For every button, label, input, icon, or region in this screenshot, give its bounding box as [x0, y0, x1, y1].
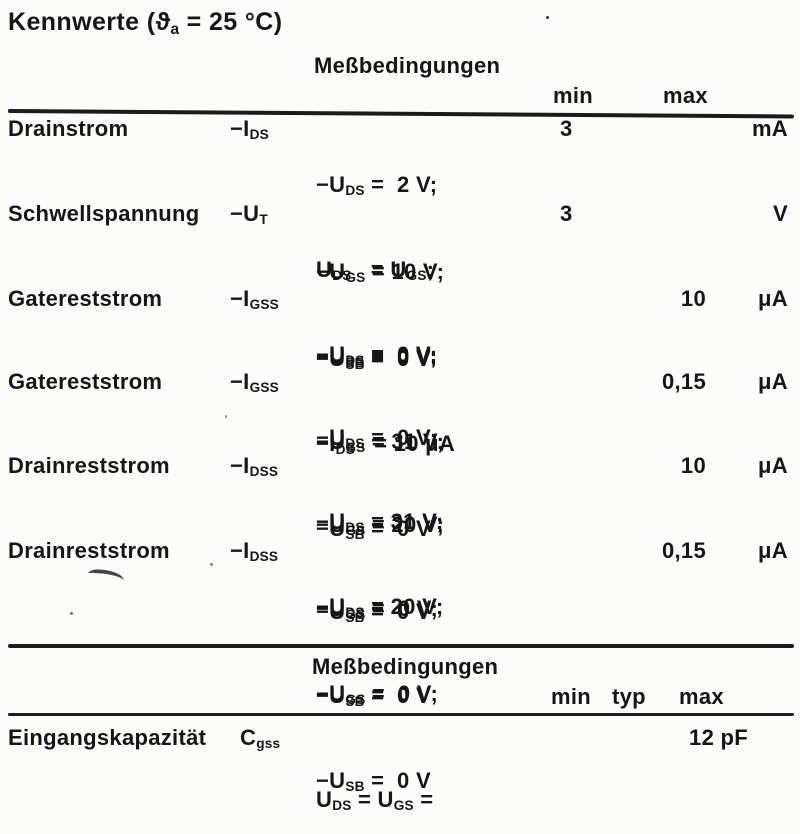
unit: μA	[758, 538, 788, 563]
condition-line: −UGS = 10 V;	[316, 259, 445, 285]
conditions: UDS = UGS; −USB = 0 V; −IDS = 10 μA	[316, 200, 556, 517]
unit: μA	[758, 453, 788, 478]
condition-line: −USB = 0 V	[316, 346, 431, 372]
param-symbol: −IGSS	[230, 369, 279, 395]
unit: V	[773, 201, 788, 226]
table1-conditions-header: Meßbedingungen	[314, 53, 501, 78]
condition-line: −USB = 0 V	[316, 516, 431, 542]
condition-line: UDS = UGS =	[316, 787, 434, 813]
condition-line: −UGS = 0 V;	[316, 681, 439, 707]
conditions: −UDS = 0 V; −UGS = 31 V; −USB = 0 V	[316, 285, 556, 602]
conditions: −UDS = 0 V; −UGS = 20 V; −USB = 0 V	[316, 368, 556, 685]
condition-line: −UDS = 0 V;	[316, 342, 438, 368]
condition-line: −USB = 0 V	[316, 768, 431, 794]
condition-line: −USB = 0 V;	[316, 344, 438, 370]
max-value: 0,15	[661, 538, 706, 563]
min-value: 3	[560, 201, 573, 226]
param-name: Eingangskapazität	[8, 725, 207, 750]
param-name: Gatereststrom	[8, 369, 163, 394]
param-symbol: −UT	[230, 201, 268, 227]
horizontal-rule	[8, 713, 794, 716]
table-row: Drainstrom −IDS −UDS = 2 V; −UGS = 10 V;…	[0, 115, 794, 432]
table1-col-min: min	[553, 83, 594, 108]
table-row: Gatereststrom −IGSS −UDS = 0 V; −UGS = 2…	[0, 368, 794, 685]
scan-speck	[546, 16, 549, 19]
param-symbol: −IDSS	[230, 538, 279, 564]
condition-line: −UDS = 0 V;	[316, 425, 438, 451]
param-symbol: −IGSS	[230, 286, 279, 312]
conditions: −UDS = 2 V; −UGS = 10 V; −USB = 0 V	[316, 115, 556, 432]
table-row: Gatereststrom −IGSS −UDS = 0 V; −UGS = 3…	[0, 285, 794, 602]
unit: μA	[758, 286, 788, 311]
table-row: Schwellspannung −UT UDS = UGS; −USB = 0 …	[0, 200, 794, 517]
condition-line: −UGS = 31 V;	[316, 429, 445, 455]
scan-speck	[210, 563, 213, 566]
condition-line: −UDS = 31 V;	[316, 509, 444, 535]
horizontal-rule	[8, 644, 794, 648]
param-name: Drainstrom	[8, 116, 129, 141]
table-row: Drainreststrom −IDSS −UDS = 31 V; −UGS =…	[0, 452, 794, 769]
condition-line: −USB = 0 V	[316, 683, 431, 709]
condition-line: −UDS = 20 V;	[316, 594, 444, 620]
scan-speck	[225, 415, 227, 418]
table-row: Eingangskapazität Cgss UDS = UGS = USB =…	[0, 722, 794, 834]
unit: μA	[758, 369, 788, 394]
condition-line: −USB = 0 V	[316, 599, 431, 625]
conditions: UDS = UGS = USB = 0 V Meßspannung ≦ 0,2 …	[316, 722, 626, 834]
table-row: Drainreststrom −IDSS −UDS = 20 V; −UGS =…	[0, 537, 794, 834]
max-value: 0,15	[661, 369, 706, 394]
table1-col-max: max	[663, 83, 708, 108]
max-value: 10	[680, 286, 706, 311]
condition-line: −UGS = 0 V;	[316, 596, 439, 622]
condition-line: −UGS = 20 V;	[316, 512, 445, 538]
table2-col-typ: typ	[612, 684, 646, 709]
table2-col-max: max	[679, 684, 724, 709]
min-value: 3	[560, 116, 573, 141]
param-name: Drainreststrom	[8, 453, 170, 478]
param-symbol: −IDSS	[230, 453, 279, 479]
scan-speck	[70, 612, 73, 615]
max-value: 10	[680, 453, 706, 478]
condition-line: UDS = UGS;	[316, 257, 435, 283]
param-symbol: Cgss	[240, 725, 281, 751]
unit: mA	[751, 116, 788, 141]
param-name: Schwellspannung	[8, 201, 200, 226]
condition-line: −IDS = 10 μA	[316, 431, 456, 457]
table2-conditions-header: Meßbedingungen	[312, 654, 499, 679]
condition-line: −UDS = 2 V;	[316, 172, 438, 198]
param-name: Drainreststrom	[8, 538, 170, 563]
page-title: Kennwerte (ϑa = 25 °C)	[8, 8, 283, 38]
param-symbol: −IDS	[230, 116, 269, 142]
conditions: −UDS = 31 V; −UGS = 0 V; −USB = 0 V	[316, 452, 556, 769]
max-value: 12 pF	[689, 725, 748, 750]
conditions: −UDS = 20 V; −UGS = 0 V; −USB = 0 V	[316, 537, 556, 834]
table2-col-min: min	[551, 684, 592, 709]
param-name: Gatereststrom	[8, 286, 163, 311]
